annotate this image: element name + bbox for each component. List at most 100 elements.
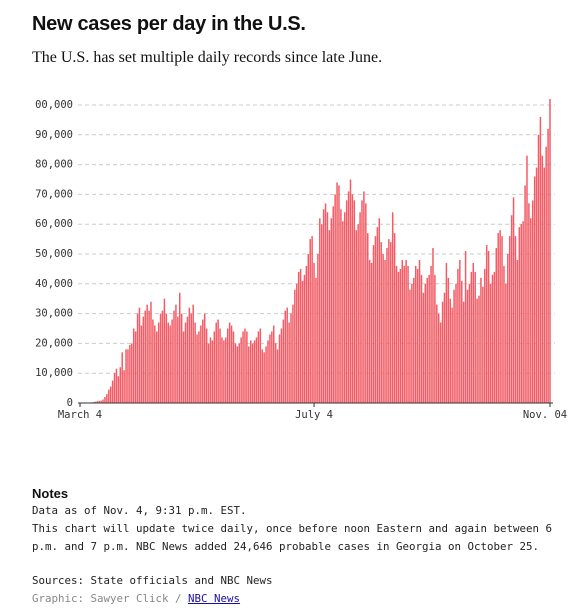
bar bbox=[317, 254, 319, 403]
bar bbox=[345, 200, 348, 403]
bar bbox=[437, 313, 440, 403]
bar bbox=[134, 331, 137, 403]
bar bbox=[355, 230, 357, 403]
bar bbox=[326, 212, 329, 403]
chart: 0 10,000 20,000 30,000 40,000 50,000 60,000 70,… bbox=[35, 99, 567, 421]
bar bbox=[434, 274, 436, 403]
bar bbox=[307, 254, 310, 403]
bar bbox=[171, 319, 173, 403]
bar bbox=[226, 328, 229, 403]
bar bbox=[108, 389, 110, 403]
bar bbox=[175, 304, 177, 403]
bar bbox=[530, 218, 532, 403]
bar bbox=[451, 307, 453, 403]
bar bbox=[512, 197, 515, 403]
bar bbox=[150, 301, 152, 403]
bar bbox=[462, 301, 465, 403]
bar bbox=[249, 340, 252, 403]
bar bbox=[263, 352, 265, 403]
bar bbox=[98, 400, 100, 403]
bar bbox=[119, 367, 122, 403]
bar bbox=[311, 236, 313, 403]
bar bbox=[148, 310, 150, 403]
bar bbox=[121, 352, 123, 403]
bar bbox=[541, 155, 544, 403]
bar bbox=[234, 343, 237, 403]
bar bbox=[535, 167, 538, 403]
bar bbox=[276, 349, 279, 403]
y-tick-label: 50,000 bbox=[35, 248, 73, 260]
y-tick-label: 70,000 bbox=[35, 188, 73, 200]
bar bbox=[271, 331, 273, 403]
bar bbox=[393, 233, 396, 403]
bar bbox=[127, 349, 129, 403]
bar bbox=[497, 233, 499, 403]
bar bbox=[485, 245, 488, 403]
bar bbox=[200, 325, 202, 403]
bar bbox=[424, 283, 427, 403]
bar bbox=[299, 268, 302, 403]
bar bbox=[269, 334, 271, 403]
bar bbox=[499, 230, 501, 403]
bar bbox=[449, 298, 451, 403]
bar bbox=[202, 319, 204, 403]
bar bbox=[547, 128, 549, 403]
bar bbox=[386, 248, 388, 403]
bar bbox=[531, 200, 534, 403]
bar bbox=[516, 259, 519, 403]
bar bbox=[351, 194, 354, 403]
bar bbox=[428, 274, 430, 403]
bar bbox=[432, 248, 434, 403]
bar bbox=[459, 259, 461, 403]
bar bbox=[261, 349, 263, 403]
bar bbox=[238, 343, 240, 403]
bar bbox=[430, 265, 432, 403]
bar bbox=[522, 221, 524, 403]
bar bbox=[186, 316, 189, 403]
bar bbox=[157, 322, 160, 403]
bar bbox=[330, 218, 333, 403]
bar bbox=[466, 289, 469, 403]
bar bbox=[290, 313, 292, 403]
bar bbox=[223, 340, 225, 403]
bar bbox=[155, 331, 158, 403]
bar bbox=[537, 134, 540, 404]
bar bbox=[370, 262, 373, 403]
bar bbox=[188, 307, 191, 403]
bar bbox=[309, 239, 311, 403]
bar bbox=[367, 233, 369, 403]
bar bbox=[411, 283, 413, 403]
y-tick-label: 00,000 bbox=[35, 99, 73, 111]
bar bbox=[163, 298, 166, 403]
bar bbox=[117, 376, 120, 403]
bar bbox=[514, 236, 517, 403]
credit-link[interactable]: NBC News bbox=[188, 592, 241, 605]
bar bbox=[129, 344, 131, 403]
bar bbox=[104, 397, 106, 403]
bar bbox=[476, 298, 478, 403]
bar bbox=[167, 322, 169, 403]
bar bbox=[340, 209, 342, 403]
bar bbox=[280, 328, 283, 403]
bar bbox=[487, 251, 490, 403]
bar bbox=[464, 251, 467, 403]
bar bbox=[382, 254, 384, 403]
bar bbox=[455, 283, 457, 403]
bar bbox=[100, 400, 102, 403]
bar bbox=[445, 262, 448, 403]
bar bbox=[248, 346, 250, 403]
bar bbox=[338, 185, 340, 403]
y-tick-label: 90,000 bbox=[35, 129, 73, 141]
chart-subtitle: The U.S. has set multiple daily records … bbox=[32, 49, 383, 66]
bar bbox=[282, 319, 285, 403]
bar bbox=[368, 259, 371, 403]
bar bbox=[353, 200, 356, 403]
bar bbox=[470, 271, 473, 403]
bar bbox=[297, 271, 300, 403]
bar bbox=[179, 292, 181, 403]
bar bbox=[528, 203, 530, 403]
bar bbox=[328, 230, 331, 403]
bar bbox=[284, 310, 287, 403]
bar bbox=[336, 182, 338, 403]
credit: Graphic: Sawyer Click / NBC News bbox=[32, 590, 273, 608]
